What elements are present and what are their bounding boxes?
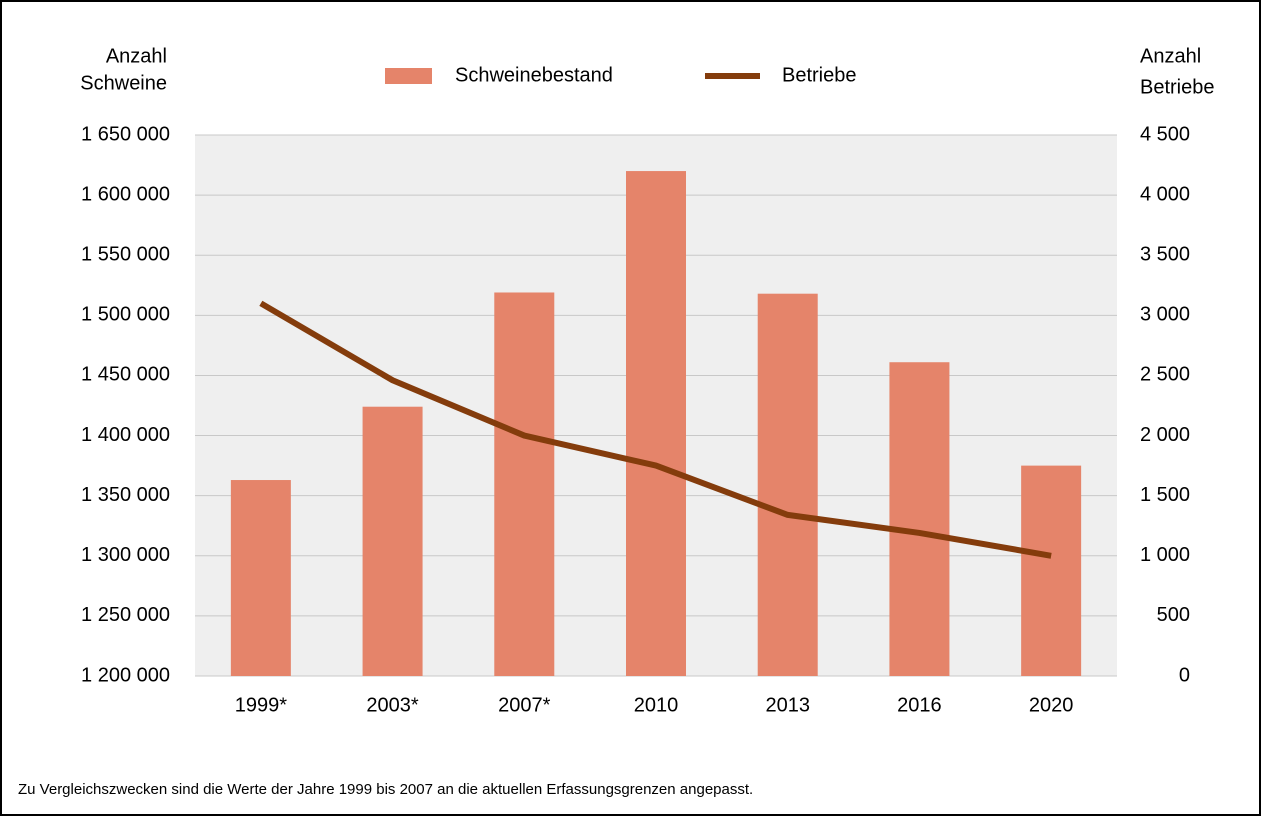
y-tick-label: 1 250 000 [81, 604, 170, 626]
y-tick-label: 1 400 000 [81, 424, 170, 446]
y2-tick-label: 2 000 [1140, 424, 1190, 446]
y2-tick-label: 1 500 [1140, 484, 1190, 506]
y-tick-label: 1 450 000 [81, 364, 170, 386]
x-tick-label: 2020 [1029, 694, 1074, 716]
y-axis-title: Schweine [80, 72, 167, 94]
bar [757, 293, 818, 676]
bar [230, 480, 291, 676]
y2-tick-label: 2 500 [1140, 364, 1190, 386]
legend-swatch [385, 68, 432, 84]
y-tick-label: 1 550 000 [81, 244, 170, 266]
y2-tick-label: 3 000 [1140, 304, 1190, 326]
x-tick-label: 2010 [634, 694, 679, 716]
footnote: Zu Vergleichszwecken sind die Werte der … [18, 781, 753, 798]
y2-tick-label: 0 [1179, 664, 1190, 686]
x-tick-label: 2007* [498, 694, 550, 716]
legend-label: Betriebe [782, 64, 857, 86]
bar [362, 406, 423, 676]
x-tick-label: 2013 [765, 694, 810, 716]
y-tick-label: 1 200 000 [81, 664, 170, 686]
y2-tick-label: 1 000 [1140, 544, 1190, 566]
y2-tick-label: 3 500 [1140, 244, 1190, 266]
x-tick-label: 1999* [235, 694, 287, 716]
y2-tick-label: 500 [1157, 604, 1190, 626]
y2-tick-label: 4 000 [1140, 183, 1190, 205]
y2-axis-title: Anzahl [1140, 45, 1201, 67]
y-tick-label: 1 350 000 [81, 484, 170, 506]
bar [626, 171, 686, 677]
bar [494, 292, 555, 676]
y-tick-label: 1 500 000 [81, 304, 170, 326]
x-tick-label: 2016 [897, 694, 942, 716]
legend-label: Schweinebestand [455, 64, 613, 86]
y-tick-label: 1 600 000 [81, 183, 170, 205]
bar [889, 362, 950, 676]
y-axis-title: Anzahl [106, 45, 167, 67]
y-tick-label: 1 300 000 [81, 544, 170, 566]
y2-axis-title: Betriebe [1140, 76, 1215, 98]
x-tick-label: 2003* [366, 694, 418, 716]
y-tick-label: 1 650 000 [81, 123, 170, 145]
bar [1021, 465, 1082, 676]
line [259, 300, 1052, 559]
y2-tick-label: 4 500 [1140, 123, 1190, 145]
